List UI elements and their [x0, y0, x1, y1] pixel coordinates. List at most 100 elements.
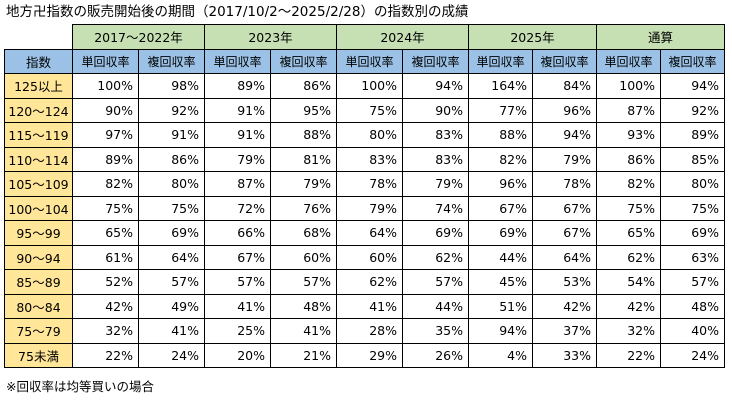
- win-return-cell: 4%: [468, 342, 533, 368]
- place-return-header: 複回収率: [660, 48, 725, 74]
- index-range-cell: 100～104: [4, 195, 73, 221]
- win-return-cell: 82%: [72, 171, 139, 197]
- index-range-cell: 120～124: [4, 97, 73, 123]
- place-return-cell: 89%: [660, 122, 725, 148]
- place-return-header: 複回収率: [138, 48, 205, 74]
- place-return-cell: 24%: [138, 342, 205, 368]
- place-return-cell: 44%: [402, 293, 469, 319]
- win-return-cell: 22%: [596, 342, 661, 368]
- win-return-cell: 100%: [596, 73, 661, 99]
- footnote: ※回収率は均等買いの場合: [6, 379, 154, 394]
- corner-blank: [4, 24, 73, 49]
- table-row: 75～79 32% 41% 25% 41% 28% 35% 94% 37% 32% 40%: [4, 318, 725, 344]
- place-return-cell: 95%: [270, 97, 337, 123]
- place-return-cell: 49%: [138, 293, 205, 319]
- win-return-cell: 72%: [204, 195, 271, 221]
- win-return-cell: 29%: [336, 342, 403, 368]
- place-return-cell: 69%: [402, 220, 469, 246]
- place-return-cell: 57%: [138, 269, 205, 295]
- win-return-cell: 22%: [72, 342, 139, 368]
- place-return-cell: 79%: [270, 171, 337, 197]
- table-row: 100～104 75% 75% 72% 76% 79% 74% 67% 67% 75% 75%: [4, 195, 725, 221]
- place-return-cell: 41%: [138, 318, 205, 344]
- win-return-cell: 60%: [336, 244, 403, 270]
- win-return-cell: 51%: [468, 293, 533, 319]
- place-return-header: 複回収率: [402, 48, 469, 74]
- place-return-cell: 41%: [270, 318, 337, 344]
- period-header: 2023年: [204, 24, 337, 50]
- place-return-cell: 64%: [138, 244, 205, 270]
- place-return-cell: 48%: [270, 293, 337, 319]
- table-row: 120～124 90% 92% 91% 95% 75% 90% 77% 96% 87% 92%: [4, 97, 725, 123]
- win-return-cell: 100%: [336, 73, 403, 99]
- win-return-cell: 32%: [72, 318, 139, 344]
- place-return-cell: 57%: [660, 269, 725, 295]
- index-range-cell: 110～114: [4, 146, 73, 172]
- place-return-cell: 94%: [402, 73, 469, 99]
- index-range-cell: 125以上: [4, 73, 73, 99]
- win-return-cell: 32%: [596, 318, 661, 344]
- win-return-cell: 82%: [596, 171, 661, 197]
- table-row: 95～99 65% 69% 66% 68% 64% 69% 69% 67% 65% 69%: [4, 220, 725, 246]
- period-header-row: 2017～2022年 2023年 2024年 2025年 通算: [4, 24, 725, 50]
- win-return-cell: 62%: [336, 269, 403, 295]
- place-return-cell: 42%: [532, 293, 597, 319]
- place-return-cell: 67%: [532, 220, 597, 246]
- place-return-cell: 69%: [660, 220, 725, 246]
- period-header: 通算: [596, 24, 725, 50]
- win-return-cell: 87%: [596, 97, 661, 123]
- place-return-cell: 68%: [270, 220, 337, 246]
- win-return-cell: 83%: [336, 146, 403, 172]
- win-return-cell: 91%: [204, 122, 271, 148]
- win-return-cell: 44%: [468, 244, 533, 270]
- win-return-cell: 25%: [204, 318, 271, 344]
- index-range-cell: 75～79: [4, 318, 73, 344]
- win-return-cell: 67%: [468, 195, 533, 221]
- place-return-cell: 86%: [138, 146, 205, 172]
- place-return-cell: 94%: [660, 73, 725, 99]
- win-return-header: 単回収率: [72, 48, 139, 74]
- place-return-cell: 83%: [402, 122, 469, 148]
- win-return-cell: 164%: [468, 73, 533, 99]
- place-return-cell: 53%: [532, 269, 597, 295]
- place-return-cell: 88%: [270, 122, 337, 148]
- place-return-cell: 57%: [402, 269, 469, 295]
- place-return-cell: 37%: [532, 318, 597, 344]
- place-return-cell: 62%: [402, 244, 469, 270]
- table-row: 125以上 100% 98% 89% 86% 100% 94% 164% 84% 100% 94%: [4, 73, 725, 99]
- win-return-cell: 62%: [596, 244, 661, 270]
- place-return-cell: 24%: [660, 342, 725, 368]
- table-row: 105～109 82% 80% 87% 79% 78% 79% 96% 78% 82% 80%: [4, 171, 725, 197]
- win-return-cell: 75%: [72, 195, 139, 221]
- place-return-cell: 79%: [532, 146, 597, 172]
- win-return-cell: 75%: [336, 97, 403, 123]
- win-return-cell: 79%: [336, 195, 403, 221]
- period-header: 2024年: [336, 24, 469, 50]
- page-title: 地方卍指数の販売開始後の期間（2017/10/2～2025/2/28）の指数別の…: [6, 4, 469, 20]
- place-return-cell: 85%: [660, 146, 725, 172]
- win-return-cell: 61%: [72, 244, 139, 270]
- win-return-cell: 64%: [336, 220, 403, 246]
- win-return-cell: 80%: [336, 122, 403, 148]
- win-return-cell: 66%: [204, 220, 271, 246]
- win-return-cell: 41%: [204, 293, 271, 319]
- win-return-cell: 42%: [72, 293, 139, 319]
- win-return-cell: 96%: [468, 171, 533, 197]
- place-return-cell: 92%: [660, 97, 725, 123]
- table-row: 75未満 22% 24% 20% 21% 29% 26% 4% 33% 22% 24%: [4, 342, 725, 368]
- win-return-cell: 91%: [204, 97, 271, 123]
- results-table: 2017～2022年 2023年 2024年 2025年 通算 指数 単回収率 …: [4, 24, 725, 368]
- table-row: 90～94 61% 64% 67% 60% 60% 62% 44% 64% 62% 63%: [4, 244, 725, 270]
- place-return-header: 複回収率: [270, 48, 337, 74]
- place-return-cell: 26%: [402, 342, 469, 368]
- place-return-cell: 67%: [532, 195, 597, 221]
- place-return-cell: 90%: [402, 97, 469, 123]
- place-return-cell: 21%: [270, 342, 337, 368]
- place-return-cell: 69%: [138, 220, 205, 246]
- place-return-cell: 57%: [270, 269, 337, 295]
- win-return-cell: 42%: [596, 293, 661, 319]
- win-return-cell: 94%: [468, 318, 533, 344]
- place-return-cell: 78%: [532, 171, 597, 197]
- win-return-cell: 78%: [336, 171, 403, 197]
- place-return-cell: 40%: [660, 318, 725, 344]
